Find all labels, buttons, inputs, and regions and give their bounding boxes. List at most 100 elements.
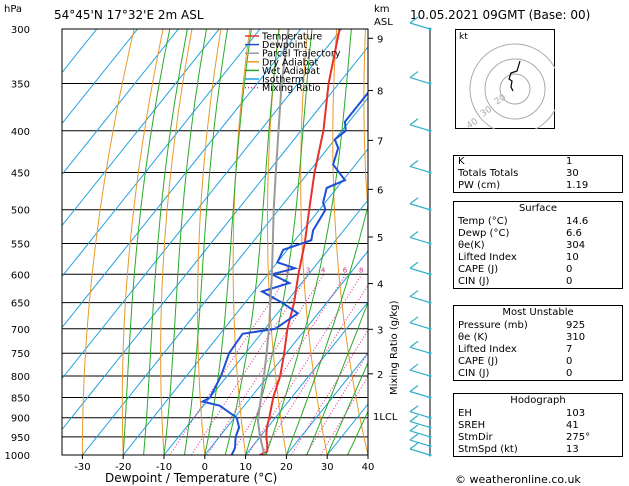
legend-label: Dry Adiabat [262,57,319,68]
row-value: 1.19 [566,180,589,191]
dry-adiabat-line [363,29,368,218]
km-tick-label: 7 [377,136,383,147]
mu-row: CIN (J) 0 [454,368,622,380]
row-label: θe(K) [458,240,485,251]
pressure-tick-label: 450 [11,168,30,179]
wind-barb-feather [409,405,419,413]
isotherm-line [62,29,179,176]
wind-barb [409,124,431,132]
temperature-line [259,29,341,455]
wind-barb [409,411,431,419]
lcl-label: 1LCL [373,412,398,423]
row-label: Pressure (mb) [458,320,528,331]
wet-adiabat-line [204,29,252,455]
wet-adiabat-line [224,29,280,455]
hodograph-ring [484,58,546,120]
wind-barb-dot [428,27,432,31]
row-label: Totals Totals [458,168,519,179]
row-label: StmDir [458,432,493,443]
legend-label: Temperature [261,32,322,43]
pressure-tick-label: 500 [11,206,30,217]
mixing-ratio-line [230,274,347,455]
surface-row: Dewp (°C) 6.6 [454,228,622,240]
km-tick-label: 6 [377,185,383,196]
row-label: EH [458,408,472,419]
row-value: 0 [566,264,573,275]
wind-barb [409,420,431,428]
datetime-label: 10.05.2021 09GMT (Base: 00) [410,8,590,22]
wind-barb [409,430,431,438]
most-unstable-title: Most Unstable [502,307,574,318]
hodo-row: StmSpd (kt) 13 [454,444,622,456]
surface-row: CIN (J) 0 [454,276,622,288]
isotherm-line [62,46,368,431]
wet-adiabat-line [122,29,171,455]
row-label: CIN (J) [458,368,490,379]
row-label: Temp (°C) [458,216,508,227]
wind-barb-feather [409,424,419,432]
wind-barb-dot [428,170,432,174]
wet-adiabat-line [265,29,352,455]
wind-barb-feather [409,71,419,79]
row-value: 304 [566,240,586,251]
wind-barb [409,267,431,275]
wind-barb [409,439,431,447]
isotherm-line [122,148,368,455]
dry-adiabat-line [332,29,368,455]
plot-frame [61,28,369,456]
mixing-ratio-line [260,284,368,455]
mixing-ratio-label: 8 [359,266,363,274]
hodograph-title: Hodograph [510,395,566,406]
km-tick-label: 9 [377,34,383,45]
index-totals: Totals Totals 30 [454,168,622,180]
km-tick-label: 8 [377,87,383,98]
pressure-tick-label: 1000 [5,451,30,462]
row-value: 13 [566,444,579,455]
x-axis-label: Dewpoint / Temperature (°C) [105,471,277,485]
legend-label: Mixing Ratio [262,83,321,94]
isotherm-line [163,199,368,455]
hodograph-frame [455,29,555,129]
wind-barb-dot [428,327,432,331]
row-value: 103 [566,408,586,419]
copyright-label: © weatheronline.co.uk [455,473,581,486]
row-label: K [458,156,465,167]
x-tick-label: -10 [156,462,172,473]
pressure-tick-label: 300 [11,25,30,36]
dry-adiabat-line [81,29,135,455]
wind-barb-dot [428,435,432,439]
pressure-tick-label: 750 [11,349,30,360]
legend-label: Isotherm [262,75,304,86]
location-label: 54°45'N 17°32'E 2m ASL [54,8,204,22]
dry-adiabat-line [196,29,222,455]
mixing-ratio-label: 4 [321,266,326,274]
surface-row: Lifted Index 10 [454,252,622,264]
wind-barb-dot [428,301,432,305]
km-label: km [374,4,390,15]
row-value: 6.6 [566,228,582,239]
mu-row: θe (K) 310 [454,332,622,344]
mixing-ratio-label: 10 [372,266,381,274]
mu-row: Lifted Index 7 [454,344,622,356]
mixing-ratio-label: 3 [306,266,310,274]
wind-barb [409,203,431,211]
wind-barb-dot [428,444,432,448]
legend-label: Parcel Trajectory [262,49,341,60]
index-pw: PW (cm) 1.19 [454,180,622,192]
isotherm-line [62,29,261,278]
pressure-tick-label: 550 [11,239,30,250]
mixing-ratio-label: 6 [343,266,348,274]
wind-barb [409,369,431,377]
row-value: 0 [566,368,573,379]
row-label: Lifted Index [458,344,517,355]
wind-barb-dot [428,208,432,212]
dry-adiabat-line [160,29,193,455]
wind-barb-feather [409,197,419,205]
row-value: 30 [566,168,579,179]
row-label: PW (cm) [458,180,501,191]
x-tick-label: 0 [202,462,208,473]
hodograph: kt 40 30 20 [455,29,555,129]
wind-barb-dot [428,374,432,378]
hodograph-trace [508,60,521,92]
